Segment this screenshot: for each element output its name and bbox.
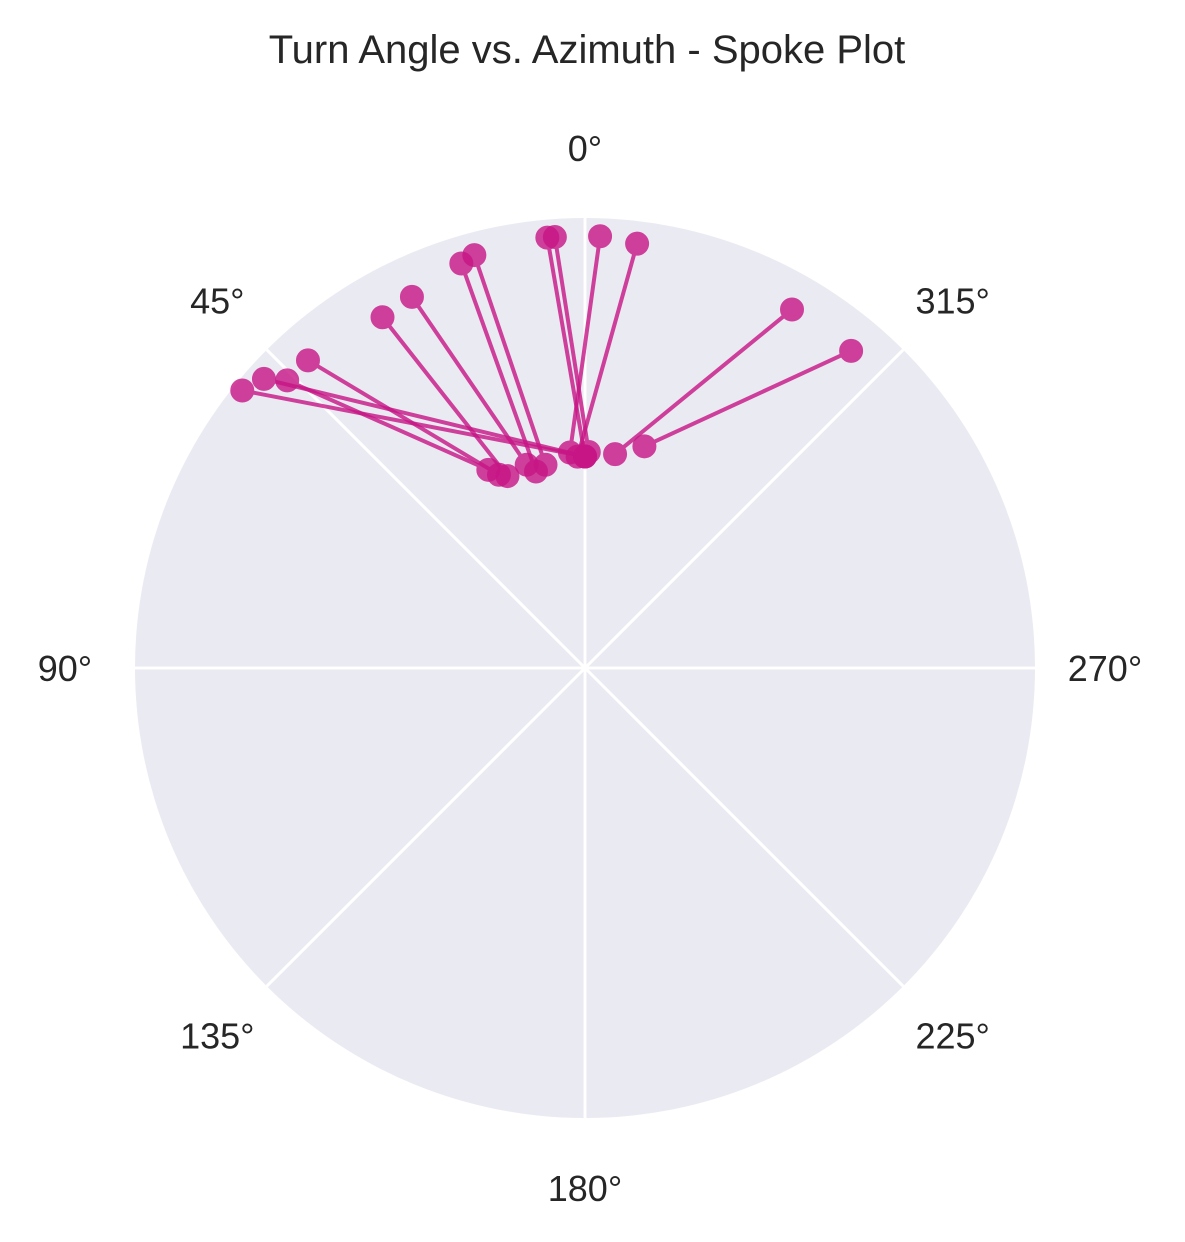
spoke-end-point [370, 305, 395, 330]
theta-tick-label-0: 0° [568, 128, 602, 169]
theta-tick-label-135: 135° [180, 1016, 254, 1057]
spoke-line [472, 254, 548, 466]
spoke-line [575, 243, 640, 458]
spoke-end-point [542, 225, 567, 250]
spoke-end-point [588, 224, 613, 249]
spoke-2 [565, 231, 650, 469]
spoke-line [306, 358, 501, 477]
spokes-layer [230, 224, 864, 489]
spoke-end-point [780, 297, 804, 322]
spoke-end-point [230, 378, 255, 403]
theta-tick-labels: 0° 45° 90° 135° 180° 225° 270° 315° [38, 128, 1142, 1209]
spoke-line [613, 307, 794, 456]
spoke-line [643, 349, 852, 449]
spoke-start-point [603, 442, 628, 467]
spoke-start-point [573, 444, 597, 469]
spoke-end-point [251, 366, 276, 391]
spoke-line [380, 316, 510, 478]
theta-tick-label-270: 270° [1068, 648, 1142, 689]
spoke-line [241, 388, 586, 459]
spoke-start-point [476, 457, 501, 482]
spoke-start-point [514, 452, 539, 477]
spoke-line [459, 262, 538, 473]
spoke-line [552, 236, 591, 453]
spoke-line [567, 235, 603, 453]
spoke-end-point [625, 231, 650, 256]
spoke-6 [632, 338, 864, 459]
theta-tick-label-315: 315° [915, 280, 989, 321]
spoke-line [286, 378, 490, 472]
chart-title: Turn Angle vs. Azimuth - Spoke Plot [269, 28, 906, 72]
theta-tick-label-90: 90° [38, 648, 92, 689]
spoke-line [263, 376, 586, 459]
spoke-end-point [399, 284, 424, 309]
spoke-end-point [839, 338, 864, 363]
spoke-14 [230, 378, 597, 469]
theta-tick-label-45: 45° [190, 280, 244, 321]
theta-tick-label-225: 225° [915, 1016, 989, 1057]
grid-line-315 [583, 348, 905, 670]
theta-tick-label-180: 180° [548, 1168, 622, 1209]
spoke-line [545, 237, 587, 457]
spoke-5 [603, 297, 804, 467]
spoke-end-point [295, 348, 320, 373]
spoke-end-point [449, 251, 474, 276]
spoke-start-point [632, 434, 657, 459]
grid-line-135 [265, 666, 587, 988]
grid-line-225 [583, 666, 905, 988]
grid-line-45 [265, 348, 587, 670]
